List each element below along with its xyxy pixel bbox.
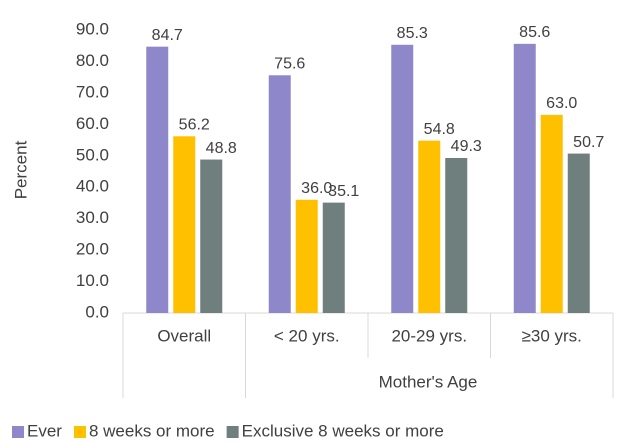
bar — [322, 202, 345, 313]
group-label: Mother's Age — [379, 372, 478, 391]
data-label: 54.8 — [424, 121, 455, 138]
x-tick-label: ≥30 yrs. — [522, 326, 582, 345]
y-tick-label: 90.0 — [76, 19, 109, 38]
legend-swatch — [12, 426, 24, 438]
data-label: 63.0 — [546, 95, 577, 112]
legend-swatch — [73, 426, 86, 438]
x-tick-label: 20-29 yrs. — [391, 326, 467, 345]
bar — [268, 75, 291, 313]
data-label: 84.7 — [152, 27, 183, 44]
bar — [173, 136, 196, 313]
data-label: 48.8 — [206, 140, 237, 157]
y-tick-label: 60.0 — [76, 114, 109, 133]
data-label: 85.6 — [519, 24, 550, 41]
legend-label: Ever — [27, 421, 62, 440]
category-dividers — [122, 313, 614, 398]
y-tick-label: 20.0 — [76, 240, 109, 259]
data-label: 49.3 — [451, 138, 482, 155]
data-label: 35.1 — [328, 183, 359, 200]
legend-label: 8 weeks or more — [89, 421, 215, 440]
data-label: 50.7 — [573, 134, 604, 151]
legend-swatch — [226, 426, 239, 438]
data-label: 56.2 — [179, 117, 210, 134]
bar — [391, 44, 414, 313]
bar — [567, 153, 590, 313]
y-tick-label: 80.0 — [76, 51, 109, 70]
y-tick-label: 50.0 — [76, 145, 109, 164]
y-tick-label: 40.0 — [76, 177, 109, 196]
bar — [146, 46, 169, 313]
y-tick-label: 10.0 — [76, 271, 109, 290]
y-tick-label: 30.0 — [76, 208, 109, 227]
data-label: 75.6 — [274, 55, 305, 72]
data-label: 85.3 — [397, 25, 428, 42]
y-tick-label: 70.0 — [76, 82, 109, 101]
y-tick-label: 0.0 — [85, 302, 109, 321]
bar — [200, 159, 223, 313]
x-tick-label: Overall — [157, 326, 211, 345]
bar — [513, 43, 536, 313]
bar — [445, 157, 468, 313]
bar — [540, 114, 563, 314]
y-axis-label: Percent — [11, 140, 30, 199]
legend-label: Exclusive 8 weeks or more — [242, 421, 444, 440]
data-label: 36.0 — [301, 180, 332, 197]
bar — [418, 140, 441, 313]
x-tick-label: < 20 yrs. — [274, 326, 340, 345]
bar — [295, 199, 318, 313]
